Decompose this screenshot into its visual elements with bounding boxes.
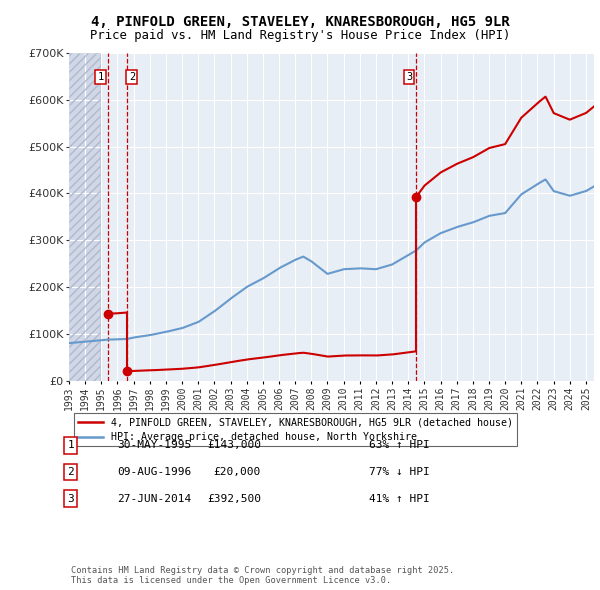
- Text: £143,000: £143,000: [207, 441, 261, 450]
- Text: 3: 3: [67, 494, 74, 503]
- Text: Contains HM Land Registry data © Crown copyright and database right 2025.
This d: Contains HM Land Registry data © Crown c…: [71, 566, 454, 585]
- Text: 1: 1: [67, 441, 74, 450]
- Text: Price paid vs. HM Land Registry's House Price Index (HPI): Price paid vs. HM Land Registry's House …: [90, 30, 510, 42]
- Text: 63% ↑ HPI: 63% ↑ HPI: [369, 441, 430, 450]
- Text: 2: 2: [129, 72, 135, 82]
- Text: £392,500: £392,500: [207, 494, 261, 503]
- Text: 3: 3: [406, 72, 412, 82]
- Legend: 4, PINFOLD GREEN, STAVELEY, KNARESBOROUGH, HG5 9LR (detached house), HPI: Averag: 4, PINFOLD GREEN, STAVELEY, KNARESBOROUG…: [74, 414, 517, 447]
- Text: 30-MAY-1995: 30-MAY-1995: [117, 441, 191, 450]
- Bar: [69, 53, 100, 381]
- Text: 1: 1: [98, 72, 104, 82]
- Text: 27-JUN-2014: 27-JUN-2014: [117, 494, 191, 503]
- Bar: [69, 53, 100, 381]
- Text: 09-AUG-1996: 09-AUG-1996: [117, 467, 191, 477]
- Text: 2: 2: [67, 467, 74, 477]
- Text: 4, PINFOLD GREEN, STAVELEY, KNARESBOROUGH, HG5 9LR: 4, PINFOLD GREEN, STAVELEY, KNARESBOROUG…: [91, 15, 509, 29]
- Text: £20,000: £20,000: [214, 467, 261, 477]
- Text: 77% ↓ HPI: 77% ↓ HPI: [369, 467, 430, 477]
- Text: 41% ↑ HPI: 41% ↑ HPI: [369, 494, 430, 503]
